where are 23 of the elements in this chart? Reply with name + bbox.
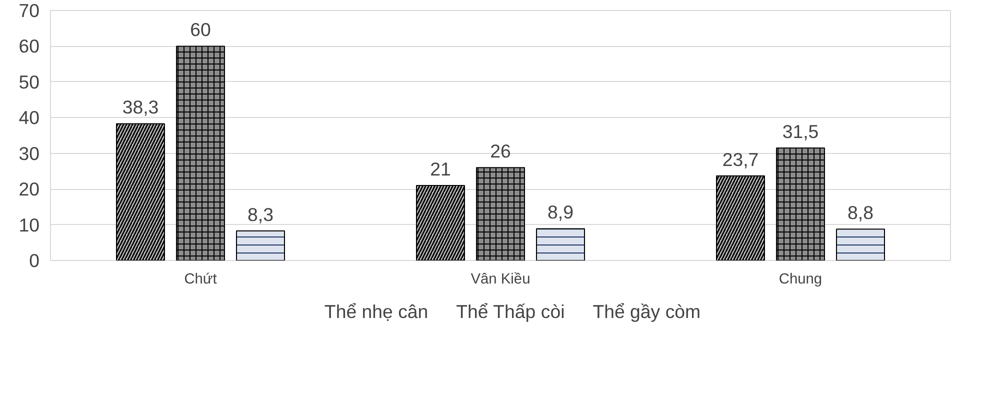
text: Thể nhẹ cân [324,301,428,323]
data-label: 8,9 [548,202,574,223]
y-tick-label: 60 [18,36,40,57]
data-label: 26 [490,140,511,162]
data-label: 8,3 [248,204,274,225]
y-tick-label: 40 [18,107,40,128]
y-tick-label: 0 [29,250,40,271]
y-tick-label: 20 [18,178,40,200]
data-label: 38,3 [122,96,159,118]
data-label: 23,7 [722,148,759,170]
y-tick-label: 30 [18,142,40,164]
y-tick-label: 70 [18,0,40,21]
text: Thể gầy còm [592,301,701,323]
x-tick-label: Chứt [184,272,217,288]
y-tick-label: 10 [18,214,40,236]
x-tick-label: Vân Kiều [470,272,530,288]
data-label: 31,5 [782,121,819,142]
data-label: 8,8 [848,202,874,224]
text: Thể Thấp còi [456,301,565,323]
x-tick-label: Chung [778,272,822,288]
data-label: 21 [430,158,451,180]
data-label: 60 [190,19,211,40]
y-tick-label: 50 [18,71,40,92]
